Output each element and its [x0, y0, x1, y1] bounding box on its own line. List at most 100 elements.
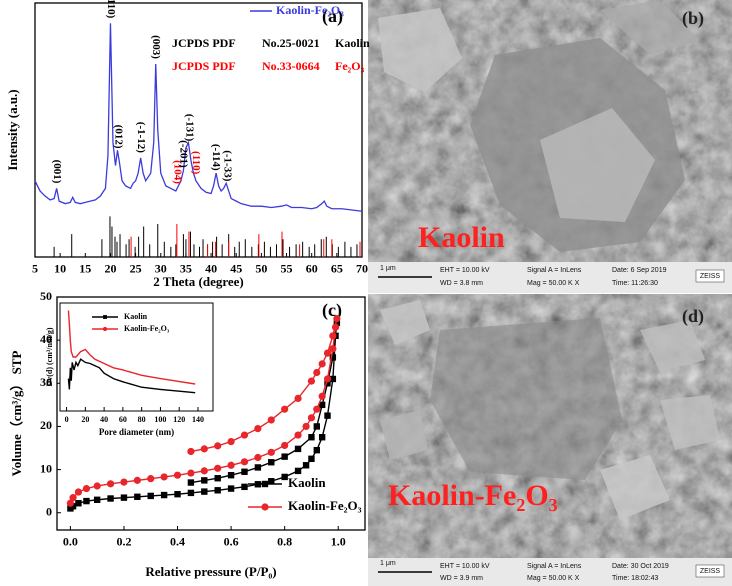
marker [227, 485, 235, 492]
marker [254, 464, 262, 471]
marker [318, 392, 326, 400]
flake [380, 410, 428, 460]
marker [294, 431, 302, 439]
legend-marker [103, 315, 107, 319]
x-tick-label: 100 [154, 415, 166, 424]
flake [540, 108, 655, 222]
x-tick-label: 0 [65, 415, 69, 424]
y-tick-label: 50 [40, 289, 52, 303]
x-tick-label: 50 [255, 262, 267, 276]
legend-label: Kaolin-Fe₂O₃ [124, 324, 170, 333]
marker [201, 488, 208, 495]
x-tick-label: 40 [205, 262, 217, 276]
info-text: Date: 30 Oct 2019 [612, 563, 669, 570]
marker [173, 471, 182, 479]
sem-image-b: Kaolin (b) [368, 0, 732, 262]
peak-annotation: (-1-12) [135, 122, 147, 153]
legend-label: Kaolin-Fe₂O₃ [276, 3, 344, 17]
marker [227, 437, 235, 446]
x-tick-label: 0.2 [116, 535, 131, 549]
marker [214, 442, 222, 450]
scale-bar-label: 1 μm [380, 560, 396, 567]
peak-annotation: (-131) [183, 114, 195, 142]
peak-annotation: (104) [171, 160, 183, 184]
brand: ZEISS [700, 273, 721, 280]
reference-number: No.33-0664 [262, 59, 320, 73]
x-tick-label: 1.0 [331, 535, 346, 549]
marker [107, 495, 114, 502]
x-tick-label: 45 [230, 262, 242, 276]
marker [268, 459, 275, 466]
series-line [67, 310, 196, 385]
marker [281, 453, 288, 460]
marker [308, 434, 315, 441]
marker [281, 405, 289, 413]
marker [69, 503, 77, 510]
marker [313, 405, 321, 413]
marker [160, 491, 168, 499]
x-tick-label: 0.6 [224, 535, 239, 549]
marker [82, 484, 91, 493]
marker [329, 332, 337, 340]
panel-label: (d) [682, 306, 704, 327]
marker [227, 472, 235, 479]
marker [323, 349, 332, 357]
legend-label: Kaolin [288, 475, 326, 490]
legend-marker [261, 480, 269, 488]
flake [660, 395, 720, 450]
reference-phase: Kaolin [335, 36, 370, 50]
marker [106, 480, 115, 488]
y-tick-label: 0 [46, 504, 52, 518]
marker [187, 489, 195, 497]
marker [329, 354, 337, 361]
y-tick-label: 10 [40, 461, 52, 475]
marker [240, 431, 249, 439]
plot-frame [34, 2, 363, 258]
y-tick-label: 20 [40, 418, 52, 432]
marker [241, 468, 248, 475]
x-tick-label: 70 [356, 262, 368, 276]
x-tick-label: 5 [32, 262, 38, 276]
brand-box [695, 269, 725, 283]
marker [200, 445, 208, 453]
marker [69, 494, 77, 502]
sem-image-d: Kaolin-Fe₂O₃ (d) [368, 294, 732, 558]
marker [254, 453, 262, 462]
x-axis-label: 2 Theta (degree) [153, 274, 244, 289]
plot-frame [56, 296, 366, 531]
marker [294, 445, 302, 453]
x-tick-label: 25 [130, 262, 142, 276]
x-tick-label: 65 [331, 262, 343, 276]
reference-number: No.25-0021 [262, 36, 320, 50]
marker [174, 490, 181, 498]
info-text: WD = 3.9 mm [440, 575, 483, 582]
marker [66, 499, 74, 507]
series-line [67, 358, 196, 394]
marker [74, 488, 83, 496]
marker [120, 494, 128, 501]
marker [333, 319, 341, 327]
flake [378, 8, 462, 92]
y-tick-label: 30 [40, 375, 52, 389]
scale-bar-label: 1 μm [380, 265, 396, 272]
panel-label: (a) [322, 6, 343, 27]
peak-annotation: (001) [51, 160, 63, 184]
y-axis-label: Volume（cm³/g） STP [9, 351, 24, 477]
marker [93, 496, 101, 503]
x-tick-label: 140 [192, 415, 204, 424]
marker [241, 483, 248, 491]
marker [294, 394, 302, 402]
flake [640, 320, 705, 372]
x-tick-label: 0.8 [277, 535, 292, 549]
marker [93, 482, 101, 490]
reference-source: JCPDS PDF [172, 36, 236, 50]
x-tick-label: 80 [138, 415, 146, 424]
marker [240, 458, 249, 466]
y-axis-label: Dv(d) (cm³/nm/g) [45, 327, 54, 386]
marker [318, 401, 326, 409]
marker [254, 425, 262, 433]
marker [214, 487, 221, 494]
x-tick-label: 0.0 [63, 535, 78, 549]
marker [83, 497, 90, 505]
